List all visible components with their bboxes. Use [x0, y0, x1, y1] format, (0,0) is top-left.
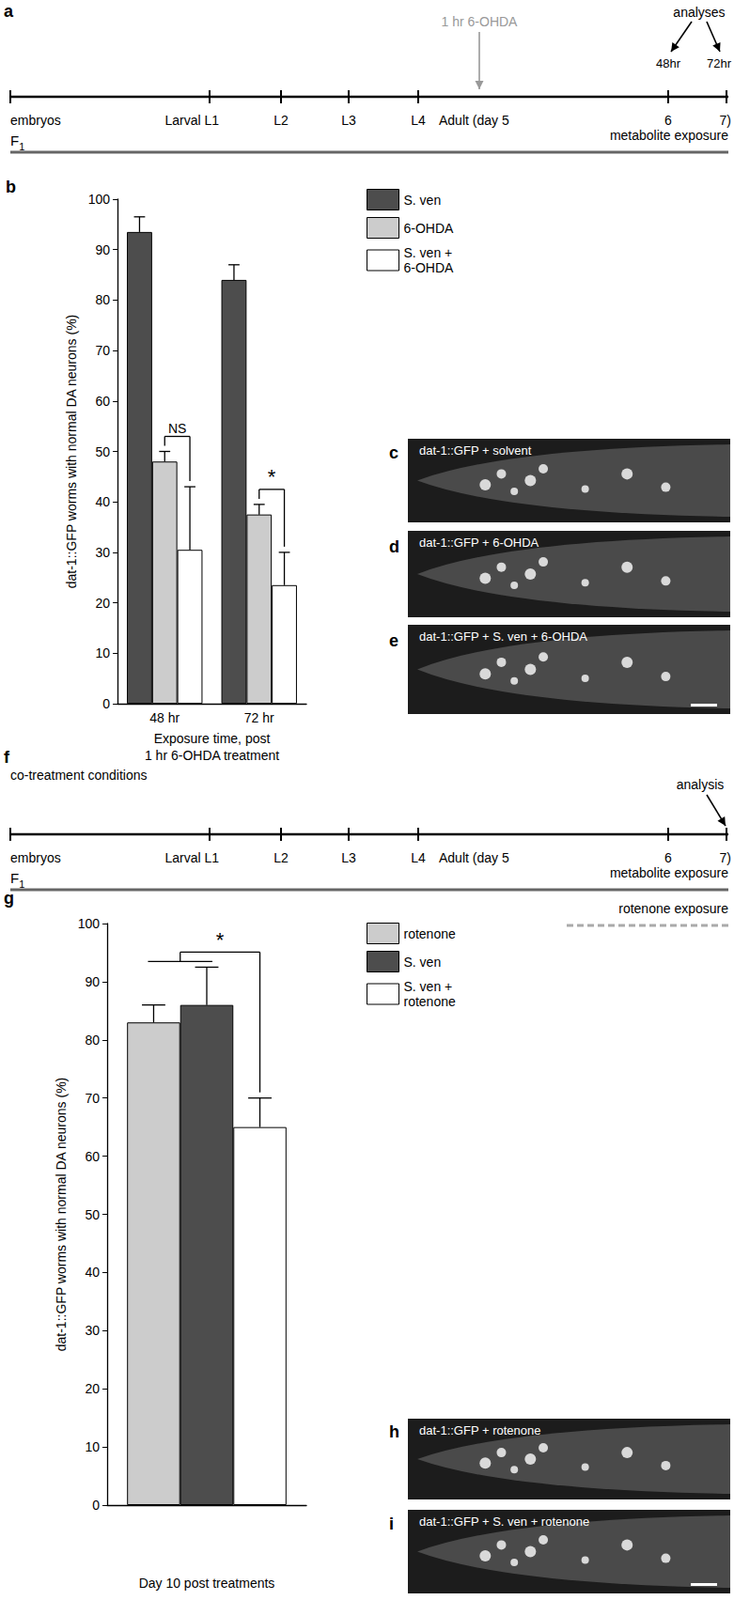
svg-text:70: 70 [94, 343, 110, 359]
svg-text:50: 50 [84, 1207, 100, 1223]
svg-text:80: 80 [84, 1032, 100, 1048]
svg-text:analysis: analysis [676, 777, 725, 793]
svg-text:F1: F1 [10, 132, 25, 153]
svg-text:6: 6 [664, 850, 672, 866]
svg-text:*: * [216, 928, 225, 953]
svg-text:F1: F1 [10, 870, 25, 891]
svg-text:dat-1::GFP worms with normal D: dat-1::GFP worms with normal DA neurons … [63, 314, 79, 590]
svg-text:90: 90 [94, 242, 110, 258]
svg-text:i: i [389, 1514, 394, 1534]
svg-text:dat-1::GFP + rotenone: dat-1::GFP + rotenone [419, 1423, 541, 1438]
svg-text:S. ven +: S. ven + [404, 245, 457, 261]
svg-text:L4: L4 [410, 850, 426, 866]
svg-text:L2: L2 [273, 112, 289, 128]
svg-text:S. ven +: S. ven + [404, 979, 457, 995]
svg-text:30: 30 [84, 1323, 100, 1339]
svg-text:L2: L2 [273, 850, 289, 866]
svg-text:48 hr: 48 hr [149, 710, 180, 726]
svg-text:6: 6 [664, 112, 672, 128]
svg-text:rotenone exposure: rotenone exposure [618, 901, 729, 917]
svg-text:Exposure time, post: Exposure time, post [154, 731, 271, 747]
svg-text:40: 40 [94, 494, 110, 510]
svg-text:b: b [5, 177, 16, 197]
svg-text:d: d [389, 537, 400, 557]
svg-text:7): 7) [719, 112, 732, 128]
svg-text:dat-1::GFP + 6-OHDA: dat-1::GFP + 6-OHDA [419, 535, 540, 550]
svg-text:72hr: 72hr [706, 56, 733, 71]
svg-text:dat-1::GFP + S. ven + rotenone: dat-1::GFP + S. ven + rotenone [419, 1514, 590, 1530]
svg-text:Larval L1: Larval L1 [164, 850, 219, 866]
svg-text:metabolite exposure: metabolite exposure [609, 865, 729, 881]
svg-text:L4: L4 [410, 112, 426, 128]
svg-text:co-treatment conditions: co-treatment conditions [10, 767, 148, 783]
svg-text:g: g [3, 889, 15, 908]
svg-text:70: 70 [84, 1091, 100, 1107]
svg-text:40: 40 [84, 1264, 100, 1281]
svg-text:Adult (day 5: Adult (day 5 [438, 850, 510, 866]
svg-text:72 hr: 72 hr [244, 710, 275, 726]
svg-text:embryos: embryos [10, 112, 62, 128]
svg-text:30: 30 [94, 545, 110, 561]
svg-text:rotenone: rotenone [404, 994, 456, 1010]
svg-text:dat-1::GFP + solvent: dat-1::GFP + solvent [419, 443, 532, 458]
svg-text:dat-1::GFP worms with normal D: dat-1::GFP worms with normal DA neurons … [53, 1077, 69, 1353]
svg-text:6-OHDA: 6-OHDA [404, 260, 455, 276]
svg-text:60: 60 [84, 1149, 100, 1165]
svg-text:c: c [389, 443, 399, 463]
svg-text:dat-1::GFP + S. ven + 6-OHDA: dat-1::GFP + S. ven + 6-OHDA [419, 629, 588, 644]
svg-text:metabolite exposure: metabolite exposure [609, 127, 729, 143]
svg-text:10: 10 [84, 1439, 100, 1455]
svg-text:S. ven: S. ven [404, 954, 442, 970]
svg-text:f: f [3, 748, 11, 767]
svg-text:L3: L3 [341, 850, 357, 866]
svg-text:100: 100 [78, 916, 101, 932]
svg-text:20: 20 [84, 1381, 100, 1397]
svg-text:1 hr 6-OHDA treatment: 1 hr 6-OHDA treatment [144, 748, 280, 764]
svg-text:Larval L1: Larval L1 [164, 112, 219, 128]
svg-text:Day 10 post treatments: Day 10 post treatments [139, 1576, 276, 1592]
svg-text:rotenone: rotenone [404, 926, 456, 942]
svg-text:S. ven: S. ven [404, 192, 442, 208]
svg-text:50: 50 [94, 444, 110, 460]
svg-text:7): 7) [719, 850, 732, 866]
svg-text:100: 100 [88, 191, 111, 207]
svg-text:Adult (day 5: Adult (day 5 [438, 112, 510, 128]
svg-text:90: 90 [84, 974, 100, 990]
svg-text:h: h [389, 1422, 400, 1442]
svg-text:0: 0 [92, 1498, 100, 1514]
svg-text:60: 60 [94, 393, 110, 409]
svg-text:*: * [267, 465, 277, 489]
svg-text:48hr: 48hr [655, 56, 682, 71]
svg-text:0: 0 [102, 696, 110, 712]
svg-text:a: a [3, 1, 15, 21]
svg-text:embryos: embryos [10, 850, 62, 866]
svg-text:e: e [389, 631, 399, 651]
svg-text:analyses: analyses [672, 4, 725, 20]
svg-text:20: 20 [94, 595, 110, 611]
svg-text:80: 80 [94, 292, 110, 308]
svg-text:1 hr 6-OHDA: 1 hr 6-OHDA [441, 14, 519, 30]
svg-text:6-OHDA: 6-OHDA [404, 220, 455, 236]
svg-text:10: 10 [94, 645, 110, 661]
svg-text:NS: NS [168, 421, 187, 437]
svg-text:L3: L3 [341, 112, 357, 128]
